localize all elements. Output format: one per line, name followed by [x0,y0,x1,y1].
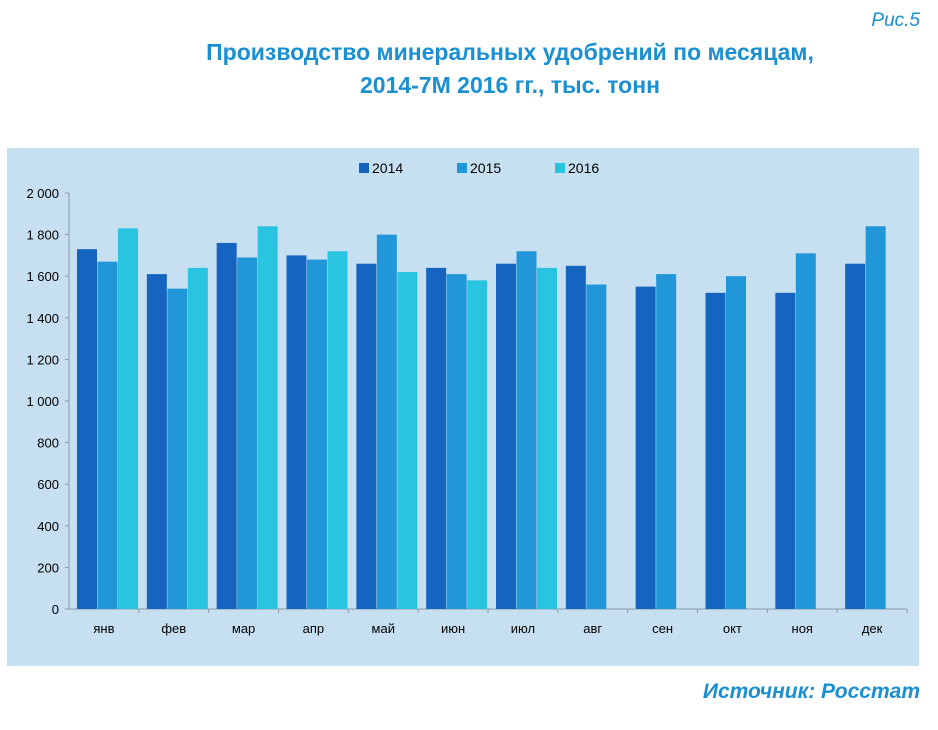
bar-2016-янв [118,228,138,610]
chart-panel: 0 200 400 600 800 1 000 1 200 1 400 1 600 1 800 2 … [7,148,919,666]
bar-2014-авг [565,265,586,609]
x-tick-label: сен [652,621,673,636]
bar-2016-май [397,272,418,609]
figure-label: Рис.5 [871,10,920,31]
bar-2014-дек [845,263,866,609]
bar-2015-авг [586,284,607,609]
bar-2014-фев [146,274,167,609]
x-tick-label: авг [583,621,602,636]
bar-2015-ноя [795,253,816,609]
y-tick-label: 1 400 [26,311,59,326]
y-tick-label: 1 600 [26,269,59,284]
y-tick-label: 800 [37,436,59,451]
bar-2014-июл [496,263,516,609]
bar-2014-май [356,263,377,609]
legend-swatch-2014 [359,163,369,173]
chart-title: Производство минеральных удобрений по ме… [0,36,938,102]
y-tick-label: 1 000 [26,394,59,409]
x-tick-label: май [372,621,395,636]
y-tick-label: 200 [37,560,59,575]
y-tick-label: 1 800 [26,228,59,243]
x-tick-label: апр [303,621,325,636]
bar-2014-окт [705,292,726,609]
bar-2016-мар [257,226,278,609]
bar-2015-фев [167,288,188,609]
bar-2016-июн [467,280,488,609]
bar-2015-июн [446,274,467,609]
x-tick-label: янв [93,621,114,636]
bar-2014-июн [426,267,447,609]
bar-2016-фев [187,267,208,609]
bar-2014-мар [216,242,237,610]
bar-chart: 0 200 400 600 800 1 000 1 200 1 400 1 600 1 800 2 … [26,160,908,636]
legend-label-2016: 2016 [568,160,599,176]
x-tick-label: дек [862,621,883,636]
bar-2015-дек [865,226,886,609]
y-tick-label: 600 [37,477,59,492]
bar-2014-янв [77,249,97,609]
x-tick-label: окт [723,621,742,636]
x-tick-label: июн [441,621,465,636]
legend-label-2014: 2014 [372,160,403,176]
legend-swatch-2015 [457,163,467,173]
bar-2015-июл [516,251,537,609]
x-tick-label: фев [161,621,186,636]
bar-2015-апр [307,259,327,609]
bar-2014-ноя [775,292,796,609]
bar-2015-мар [237,257,258,609]
chart-title-line-2: 2014-7М 2016 гг., тыс. тонн [359,72,661,98]
bar-2016-июл [537,267,557,609]
bar-2015-май [376,234,397,609]
bar-2015-окт [726,276,746,609]
bar-2016-апр [327,251,348,609]
x-tick-label: июл [511,621,535,636]
source-note: Источник: Росстат [702,680,920,703]
bar-2014-апр [286,255,307,609]
bar-2015-сен [656,274,677,609]
y-tick-label: 2 000 [26,186,59,201]
y-tick-label: 0 [52,602,59,617]
y-tick-label: 1 200 [26,352,59,367]
x-tick-label: ноя [792,621,813,636]
bar-2014-сен [635,286,656,609]
y-tick-label: 400 [37,519,59,534]
legend-label-2015: 2015 [470,160,501,176]
bar-2015-янв [97,261,118,609]
x-tick-label: мар [232,621,255,636]
chart-title-line-1: Производство минеральных удобрений по ме… [206,39,814,65]
legend-swatch-2016 [555,163,565,173]
